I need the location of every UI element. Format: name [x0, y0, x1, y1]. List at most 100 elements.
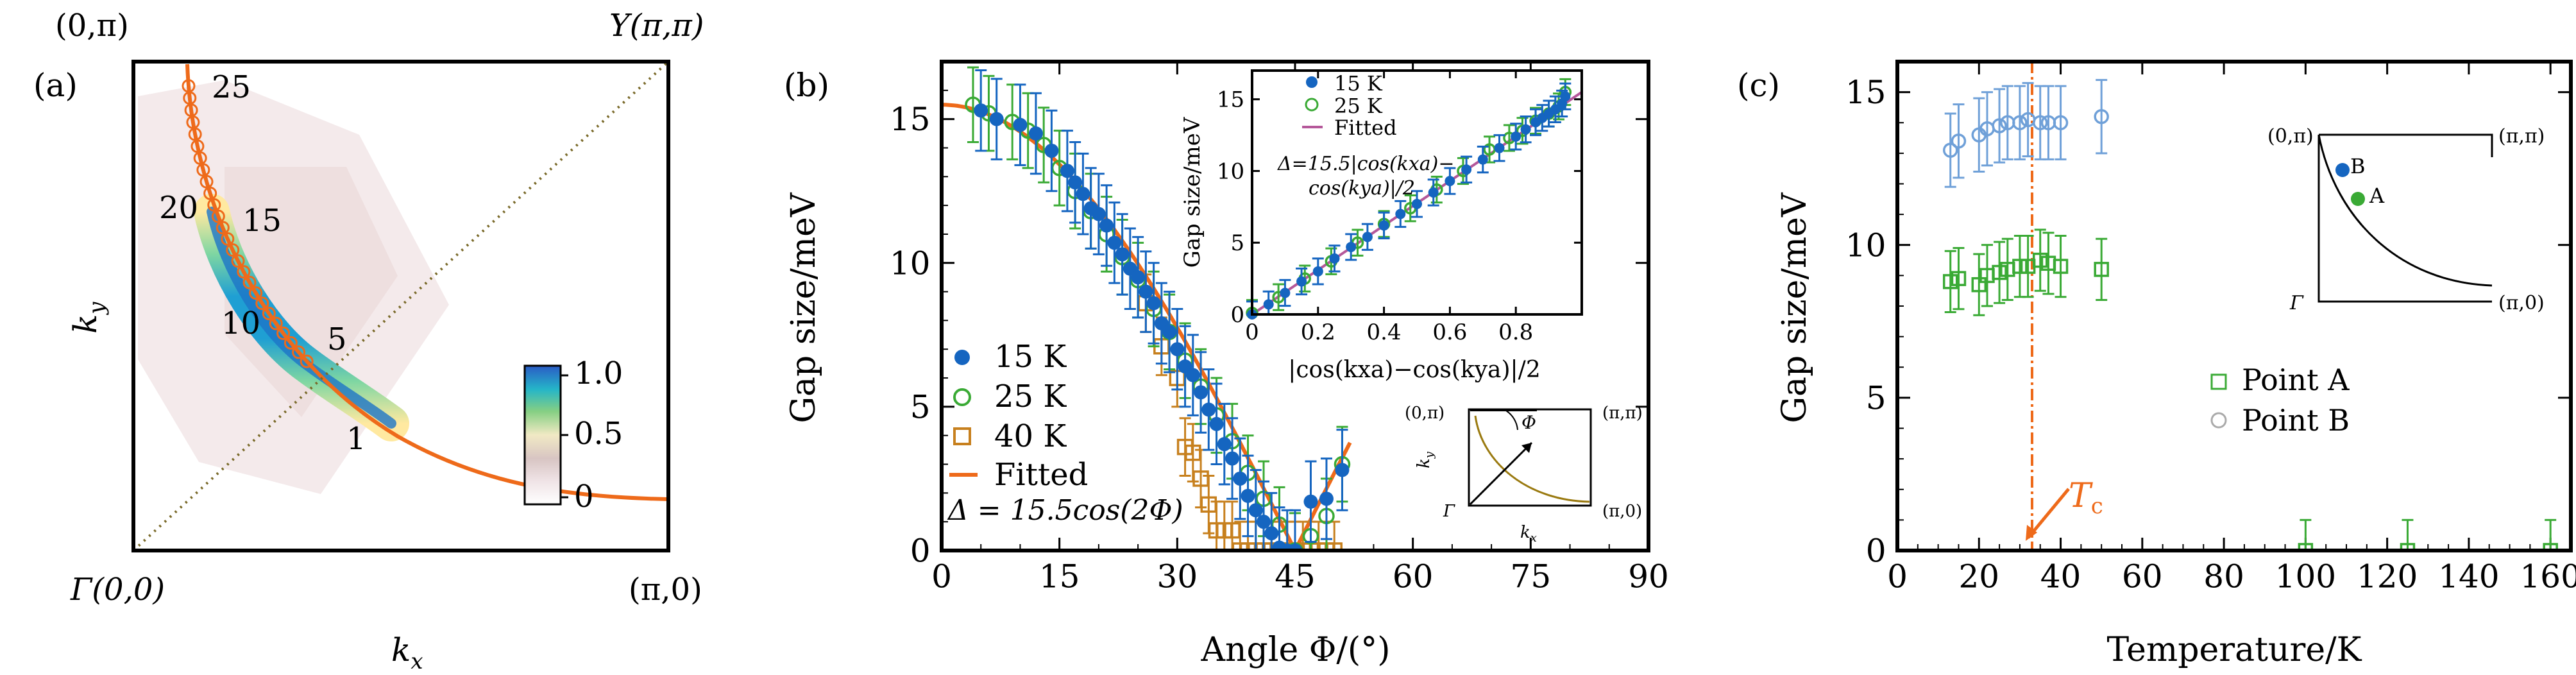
- data-point-15k: [1139, 284, 1153, 299]
- fermi-point: [262, 307, 276, 321]
- data-point-15k: [1076, 187, 1090, 201]
- x-tick-label: 0: [931, 558, 952, 595]
- schematic-kx: kx: [1520, 523, 1537, 545]
- data-point-15k: [1044, 143, 1059, 158]
- inset-brillouin-schematic-b: Φ (0,π) (π,π) Γ (π,0) kx ky: [1405, 404, 1643, 545]
- x-tick-label: 0.4: [1367, 320, 1402, 345]
- y-tick-label: 10: [890, 244, 931, 282]
- colorbar-tick-0.5: 0.5: [574, 416, 623, 452]
- data-point-point-a: [2094, 262, 2109, 277]
- schematic-corner-pipi: (π,π): [1602, 404, 1643, 423]
- corner-label-bottom-right: (π,0): [629, 572, 702, 608]
- data-point-15k: [1107, 235, 1122, 250]
- x-tick-label: 120: [2357, 558, 2418, 595]
- panel-b: (b) Gap size/meV Angle Φ/(°) 0 15 30 45 60 75…: [784, 60, 1669, 669]
- legend-label-fitted: Fitted: [994, 457, 1088, 493]
- data-point-15k: [1013, 117, 1028, 132]
- schematic-angle-label: Φ: [1521, 412, 1536, 433]
- legend-b: 15 K 25 K 40 K Fitted Δ = 15.5cos(2Φ): [947, 339, 1183, 527]
- data-point-point-b: [2012, 115, 2028, 130]
- plot-frame-b: [940, 60, 1650, 552]
- data-point-15k: [1028, 126, 1043, 141]
- inset-brillouin-schematic-c: B A (0,π) (π,π) Γ (π,0): [2267, 125, 2545, 314]
- fermi-point: [231, 254, 245, 268]
- data-point-15k: [974, 103, 988, 118]
- data-point-15k: [1162, 325, 1177, 339]
- data-point-15k: [1146, 296, 1161, 311]
- y-tick-label: 0: [1866, 533, 1886, 570]
- inset-legend-15k: 15 K: [1334, 71, 1383, 96]
- x-axis-label-b: Angle Φ/(°): [1201, 631, 1391, 669]
- x-tick-label: 60: [2122, 558, 2163, 595]
- x-tick-label: 0: [1887, 558, 1908, 595]
- x-tick-label: 45: [1275, 558, 1316, 595]
- x-tick-label: 0.6: [1432, 320, 1467, 345]
- cut-label-20: 20: [159, 190, 198, 226]
- cut-label-10: 10: [221, 305, 260, 341]
- axis-ticks-c: 0 20 40 60 80 100 120 140 160 0 5 10 15: [1845, 61, 2576, 595]
- data-point-15k: [1225, 451, 1240, 466]
- data-point-15k: [1068, 175, 1083, 190]
- fermi-surface-curve: [185, 64, 668, 501]
- fermi-point: [203, 186, 217, 200]
- y-tick-label: 5: [1866, 379, 1886, 416]
- data-point-point-b: [2094, 108, 2109, 124]
- inset-point-15k: [1428, 187, 1439, 198]
- fermi-point: [249, 286, 263, 300]
- data-point-40k: [1192, 470, 1209, 487]
- y-axis-label-a: ky: [67, 302, 110, 334]
- cut-label-5: 5: [327, 321, 347, 357]
- colorbar: [523, 364, 562, 506]
- x-tick-label: 140: [2438, 558, 2499, 595]
- fermi-point: [292, 345, 306, 359]
- data-point-15k: [1303, 494, 1318, 509]
- inset-point-15k: [1280, 287, 1291, 298]
- legend-label-point-b: Point B: [2242, 403, 2350, 438]
- y-axis-label-c: Gap size/meV: [1775, 192, 1814, 423]
- cut-label-1: 1: [346, 421, 366, 457]
- fermi-point: [193, 151, 207, 165]
- y-tick-label: 5: [910, 388, 931, 425]
- data-point-point-b: [2053, 115, 2069, 130]
- fermi-point: [284, 336, 298, 350]
- inset-point-15k: [1477, 154, 1488, 165]
- data-point-40k: [1224, 522, 1241, 539]
- data-series-b: [965, 66, 1351, 551]
- data-point-15k: [989, 112, 1004, 126]
- x-tick-label: 15: [1039, 558, 1080, 595]
- data-point-15k: [1257, 515, 1271, 529]
- cut-label-25: 25: [212, 69, 251, 105]
- inset-point-15k: [1445, 176, 1455, 187]
- data-point-15k: [1060, 164, 1074, 178]
- data-point-point-b: [1942, 142, 1958, 158]
- legend-label-point-a: Point A: [2242, 363, 2350, 397]
- panel-c: (c) Gap size/meV Temperature/K 0 20 40 60 80…: [1737, 60, 2576, 669]
- corner-label-top-left: (0,π): [55, 8, 129, 44]
- data-point-15k: [1217, 437, 1232, 452]
- schematic-point-b: [2335, 163, 2350, 177]
- legend-marker-point-a: [2210, 373, 2227, 390]
- data-point-15k: [1201, 402, 1216, 417]
- legend-marker-15k: [954, 350, 970, 365]
- data-point-point-a: [1971, 277, 1987, 293]
- colorbar-tick-0: 0: [574, 479, 594, 515]
- corner-label-bottom-left: Γ(0,0): [70, 572, 165, 608]
- data-point-15k: [1115, 247, 1130, 262]
- fermi-point: [269, 316, 283, 330]
- data-point-15k: [1185, 368, 1200, 382]
- legend-label-40k: 40 K: [994, 418, 1067, 454]
- data-point-point-a: [2032, 252, 2048, 268]
- x-tick-label: 20: [1958, 558, 1999, 595]
- x-tick-label: 100: [2275, 558, 2336, 595]
- inset-point-15k: [1511, 131, 1521, 142]
- schematic-point-a: [2351, 192, 2365, 206]
- data-point-15k: [1194, 385, 1208, 400]
- inset-point-15k: [1329, 253, 1340, 264]
- x-tick-label: 0.2: [1301, 320, 1335, 345]
- inset-point-15k: [1395, 209, 1406, 219]
- data-point-point-a: [2543, 543, 2558, 551]
- inset-point-15k: [1461, 164, 1472, 175]
- data-point-point-a: [1942, 274, 1958, 289]
- schematic-ky: ky: [1414, 451, 1436, 468]
